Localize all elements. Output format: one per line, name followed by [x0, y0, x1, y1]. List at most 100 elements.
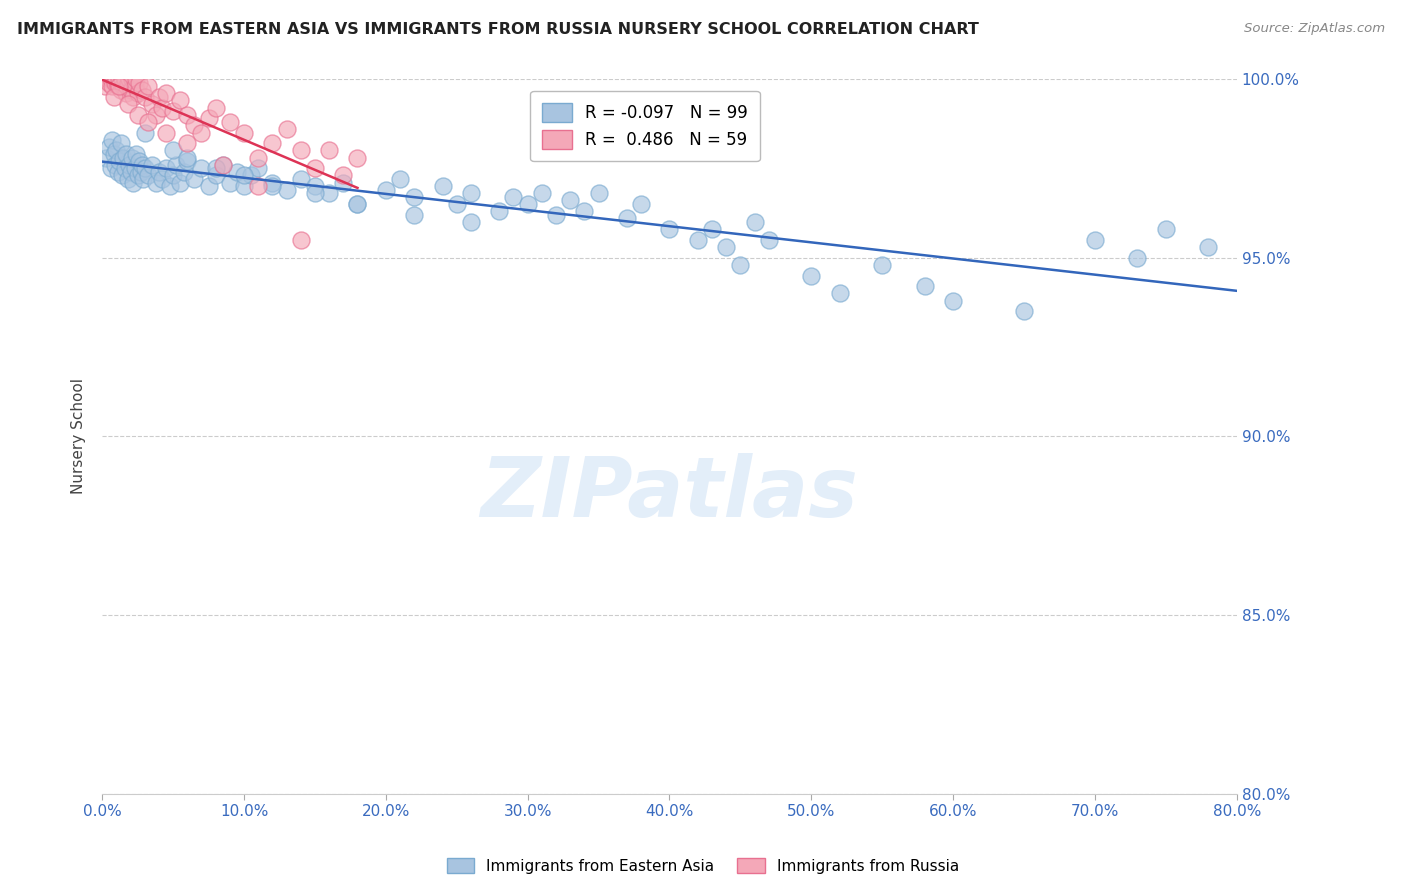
Point	[104, 158, 127, 172]
Point	[304, 186, 326, 201]
Point	[332, 169, 354, 183]
Point	[105, 144, 128, 158]
Point	[240, 169, 263, 183]
Point	[1126, 251, 1149, 265]
Point	[169, 94, 191, 108]
Point	[211, 158, 233, 172]
Point	[211, 158, 233, 172]
Point	[446, 197, 468, 211]
Point	[233, 169, 256, 183]
Point	[127, 87, 149, 101]
Point	[134, 161, 156, 176]
Point	[374, 183, 396, 197]
Point	[145, 108, 167, 122]
Point	[1197, 240, 1219, 254]
Point	[118, 158, 141, 172]
Point	[404, 208, 426, 222]
Point	[165, 158, 187, 172]
Point	[101, 79, 124, 94]
Point	[110, 83, 132, 97]
Point	[124, 161, 146, 176]
Point	[190, 161, 212, 176]
Point	[112, 151, 135, 165]
Point	[262, 136, 284, 151]
Point	[183, 172, 205, 186]
Point	[96, 151, 118, 165]
Point	[516, 197, 538, 211]
Point	[346, 197, 368, 211]
Point	[1084, 233, 1107, 247]
Point	[226, 165, 249, 179]
Point	[108, 72, 131, 87]
Point	[176, 108, 198, 122]
Point	[204, 161, 226, 176]
Point	[103, 147, 125, 161]
Point	[141, 97, 163, 112]
Point	[122, 176, 145, 190]
Point	[98, 140, 121, 154]
Point	[136, 169, 159, 183]
Point	[128, 76, 150, 90]
Point	[111, 72, 134, 87]
Point	[588, 186, 610, 201]
Point	[460, 186, 482, 201]
Point	[630, 197, 652, 211]
Point	[560, 194, 582, 208]
Point	[262, 176, 284, 190]
Point	[744, 215, 766, 229]
Point	[204, 169, 226, 183]
Point	[432, 179, 454, 194]
Point	[141, 158, 163, 172]
Point	[120, 83, 142, 97]
Point	[145, 176, 167, 190]
Point	[121, 151, 143, 165]
Point	[574, 204, 596, 219]
Point	[700, 222, 723, 236]
Point	[107, 79, 129, 94]
Point	[115, 147, 138, 161]
Point	[346, 197, 368, 211]
Point	[460, 215, 482, 229]
Point	[162, 144, 184, 158]
Point	[247, 161, 270, 176]
Point	[197, 179, 219, 194]
Point	[318, 144, 340, 158]
Point	[530, 186, 553, 201]
Point	[1154, 222, 1177, 236]
Point	[150, 172, 173, 186]
Point	[122, 90, 145, 104]
Point	[318, 186, 340, 201]
Point	[128, 154, 150, 169]
Text: IMMIGRANTS FROM EASTERN ASIA VS IMMIGRANTS FROM RUSSIA NURSERY SCHOOL CORRELATIO: IMMIGRANTS FROM EASTERN ASIA VS IMMIGRAN…	[17, 22, 979, 37]
Y-axis label: Nursery School: Nursery School	[72, 378, 86, 494]
Point	[290, 233, 312, 247]
Point	[108, 79, 131, 94]
Point	[942, 293, 965, 308]
Point	[136, 115, 159, 129]
Point	[103, 90, 125, 104]
Point	[247, 151, 270, 165]
Point	[134, 90, 156, 104]
Point	[616, 211, 638, 226]
Point	[159, 179, 181, 194]
Point	[730, 258, 752, 272]
Point	[502, 190, 524, 204]
Point	[117, 76, 139, 90]
Point	[389, 172, 412, 186]
Point	[155, 161, 177, 176]
Point	[404, 190, 426, 204]
Point	[197, 112, 219, 126]
Point	[100, 161, 122, 176]
Text: ZIPatlas: ZIPatlas	[481, 453, 859, 534]
Point	[276, 183, 298, 197]
Point	[162, 104, 184, 119]
Point	[94, 79, 117, 94]
Point	[117, 97, 139, 112]
Point	[204, 101, 226, 115]
Point	[97, 72, 120, 87]
Text: Source: ZipAtlas.com: Source: ZipAtlas.com	[1244, 22, 1385, 36]
Point	[127, 169, 149, 183]
Point	[104, 76, 127, 90]
Point	[162, 169, 184, 183]
Point	[304, 161, 326, 176]
